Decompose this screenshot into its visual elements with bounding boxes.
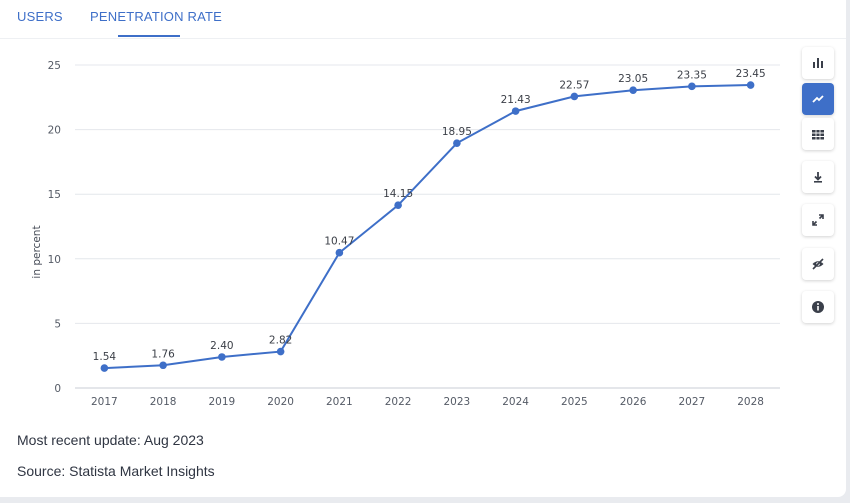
info-icon: [812, 301, 824, 313]
y-tick-label: 15: [48, 189, 61, 201]
expand-icon: [812, 214, 824, 226]
data-point: [335, 248, 344, 257]
series-line: [104, 84, 751, 370]
y-tick-label: 5: [54, 318, 61, 330]
tab-penetration-rate[interactable]: PENETRATION RATE: [90, 9, 223, 24]
x-tick-label: 2027: [679, 396, 706, 408]
data-label: 14.15: [383, 188, 413, 200]
data-label: 22.57: [559, 79, 589, 91]
table-icon: [812, 130, 824, 140]
bar-chart-button[interactable]: [802, 47, 834, 79]
data-label: 1.54: [93, 351, 117, 363]
data-label: 21.43: [501, 94, 531, 106]
x-tick-label: 2026: [620, 396, 647, 408]
table-button[interactable]: [802, 118, 834, 150]
update-note: Most recent update: Aug 2023: [17, 432, 204, 448]
y-tick-label: 25: [48, 60, 61, 72]
data-label: 10.47: [324, 236, 354, 248]
x-tick-label: 2021: [326, 396, 353, 408]
line-chart-button[interactable]: [802, 83, 834, 115]
x-tick-label: 2028: [737, 396, 764, 408]
data-point: [276, 347, 285, 356]
data-point: [629, 86, 637, 94]
x-tick-label: 2022: [385, 396, 412, 408]
data-point: [746, 81, 755, 89]
x-tick-label: 2020: [267, 396, 294, 408]
data-point: [100, 364, 109, 372]
data-point: [570, 92, 579, 101]
expand-button[interactable]: [802, 204, 834, 236]
data-point: [394, 201, 402, 209]
hide-button[interactable]: [802, 248, 834, 280]
data-label: 2.82: [269, 335, 292, 347]
data-label: 23.05: [618, 73, 648, 85]
data-label: 23.35: [677, 69, 707, 81]
active-tab-indicator: [118, 35, 180, 37]
bar-chart-icon: [813, 58, 823, 68]
data-label: 1.76: [151, 348, 175, 360]
data-point: [159, 361, 167, 370]
y-tick-label: 10: [48, 254, 61, 266]
x-tick-label: 2018: [150, 396, 177, 408]
data-point: [453, 139, 461, 147]
x-tick-label: 2019: [209, 396, 236, 408]
data-label: 18.95: [442, 126, 472, 138]
data-point: [688, 82, 696, 91]
data-point: [511, 107, 520, 115]
data-point: [218, 353, 226, 361]
download-icon: [814, 172, 822, 183]
line-chart-icon: [812, 95, 824, 103]
info-button[interactable]: [802, 291, 834, 323]
x-tick-label: 2017: [91, 396, 118, 408]
x-tick-label: 2025: [561, 396, 588, 408]
tab-users[interactable]: USERS: [17, 9, 63, 24]
y-tick-label: 20: [48, 125, 61, 137]
hide-icon: [812, 258, 824, 270]
download-button[interactable]: [802, 161, 834, 193]
data-label: 2.40: [210, 340, 233, 352]
y-tick-label: 0: [54, 383, 61, 395]
y-axis-label: in percent: [31, 225, 43, 278]
source-note: Source: Statista Market Insights: [17, 463, 215, 479]
data-label: 23.45: [736, 68, 766, 80]
tab-bar: USERS PENETRATION RATE: [0, 0, 846, 39]
x-tick-label: 2024: [502, 396, 529, 408]
x-tick-label: 2023: [444, 396, 471, 408]
